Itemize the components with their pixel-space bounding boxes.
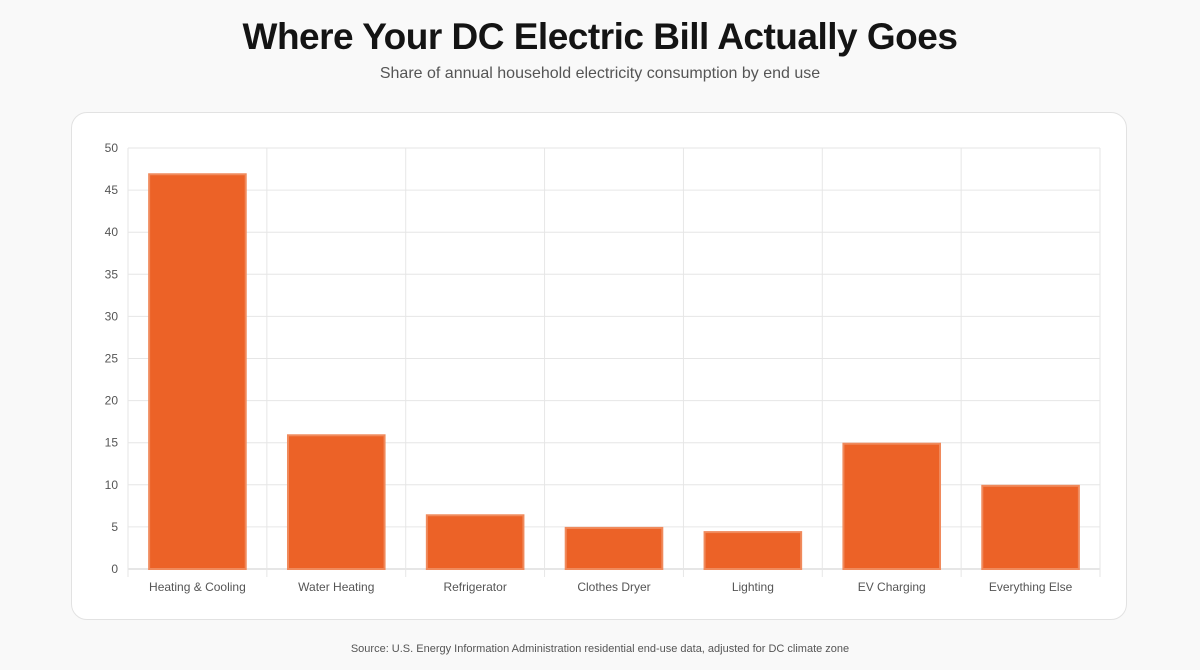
- chart-title: Where Your DC Electric Bill Actually Goe…: [242, 16, 958, 57]
- x-tick-label: Water Heating: [298, 580, 374, 594]
- y-axis-ticks: 0 5 10 15 20 25 30 35 40 45 50: [105, 141, 119, 576]
- x-tick-label: Clothes Dryer: [577, 580, 650, 594]
- y-tick-label: 0: [111, 562, 118, 576]
- bar: [148, 173, 247, 570]
- x-tick-label: Refrigerator: [443, 580, 506, 594]
- y-tick-label: 30: [105, 309, 119, 323]
- x-tick-label: EV Charging: [858, 580, 926, 594]
- bar: [564, 526, 664, 570]
- bar-chart: 0 5 10 15 20 25 30 35 40 45 50 Heating & Cooling Wa…: [105, 141, 1101, 594]
- y-tick-label: 45: [105, 183, 119, 197]
- x-tick-label: Everything Else: [989, 580, 1073, 594]
- x-tick-label: Heating & Cooling: [149, 580, 246, 594]
- grid-lines: [127, 147, 1101, 577]
- y-tick-label: 10: [105, 478, 119, 492]
- x-tick-label: Lighting: [732, 580, 774, 594]
- bar: [703, 531, 803, 570]
- y-tick-label: 15: [105, 436, 119, 450]
- y-tick-label: 40: [105, 225, 119, 239]
- bars: [148, 173, 1080, 571]
- chart-subtitle: Share of annual household electricity co…: [379, 65, 821, 82]
- y-tick-label: 50: [105, 141, 119, 155]
- y-tick-label: 25: [105, 352, 119, 366]
- y-tick-label: 5: [111, 520, 118, 534]
- bar: [842, 442, 942, 571]
- bar: [286, 434, 386, 570]
- bar: [981, 484, 1080, 570]
- y-tick-label: 35: [105, 267, 119, 281]
- x-axis-ticks: Heating & Cooling Water Heating Refrigerat…: [149, 580, 1073, 594]
- y-tick-label: 20: [105, 394, 119, 408]
- bar: [425, 514, 525, 570]
- chart-card: 0 5 10 15 20 25 30 35 40 45 50 Heating & Cooling Wa…: [71, 112, 1127, 620]
- source-note: Source: U.S. Energy Information Administ…: [350, 643, 850, 655]
